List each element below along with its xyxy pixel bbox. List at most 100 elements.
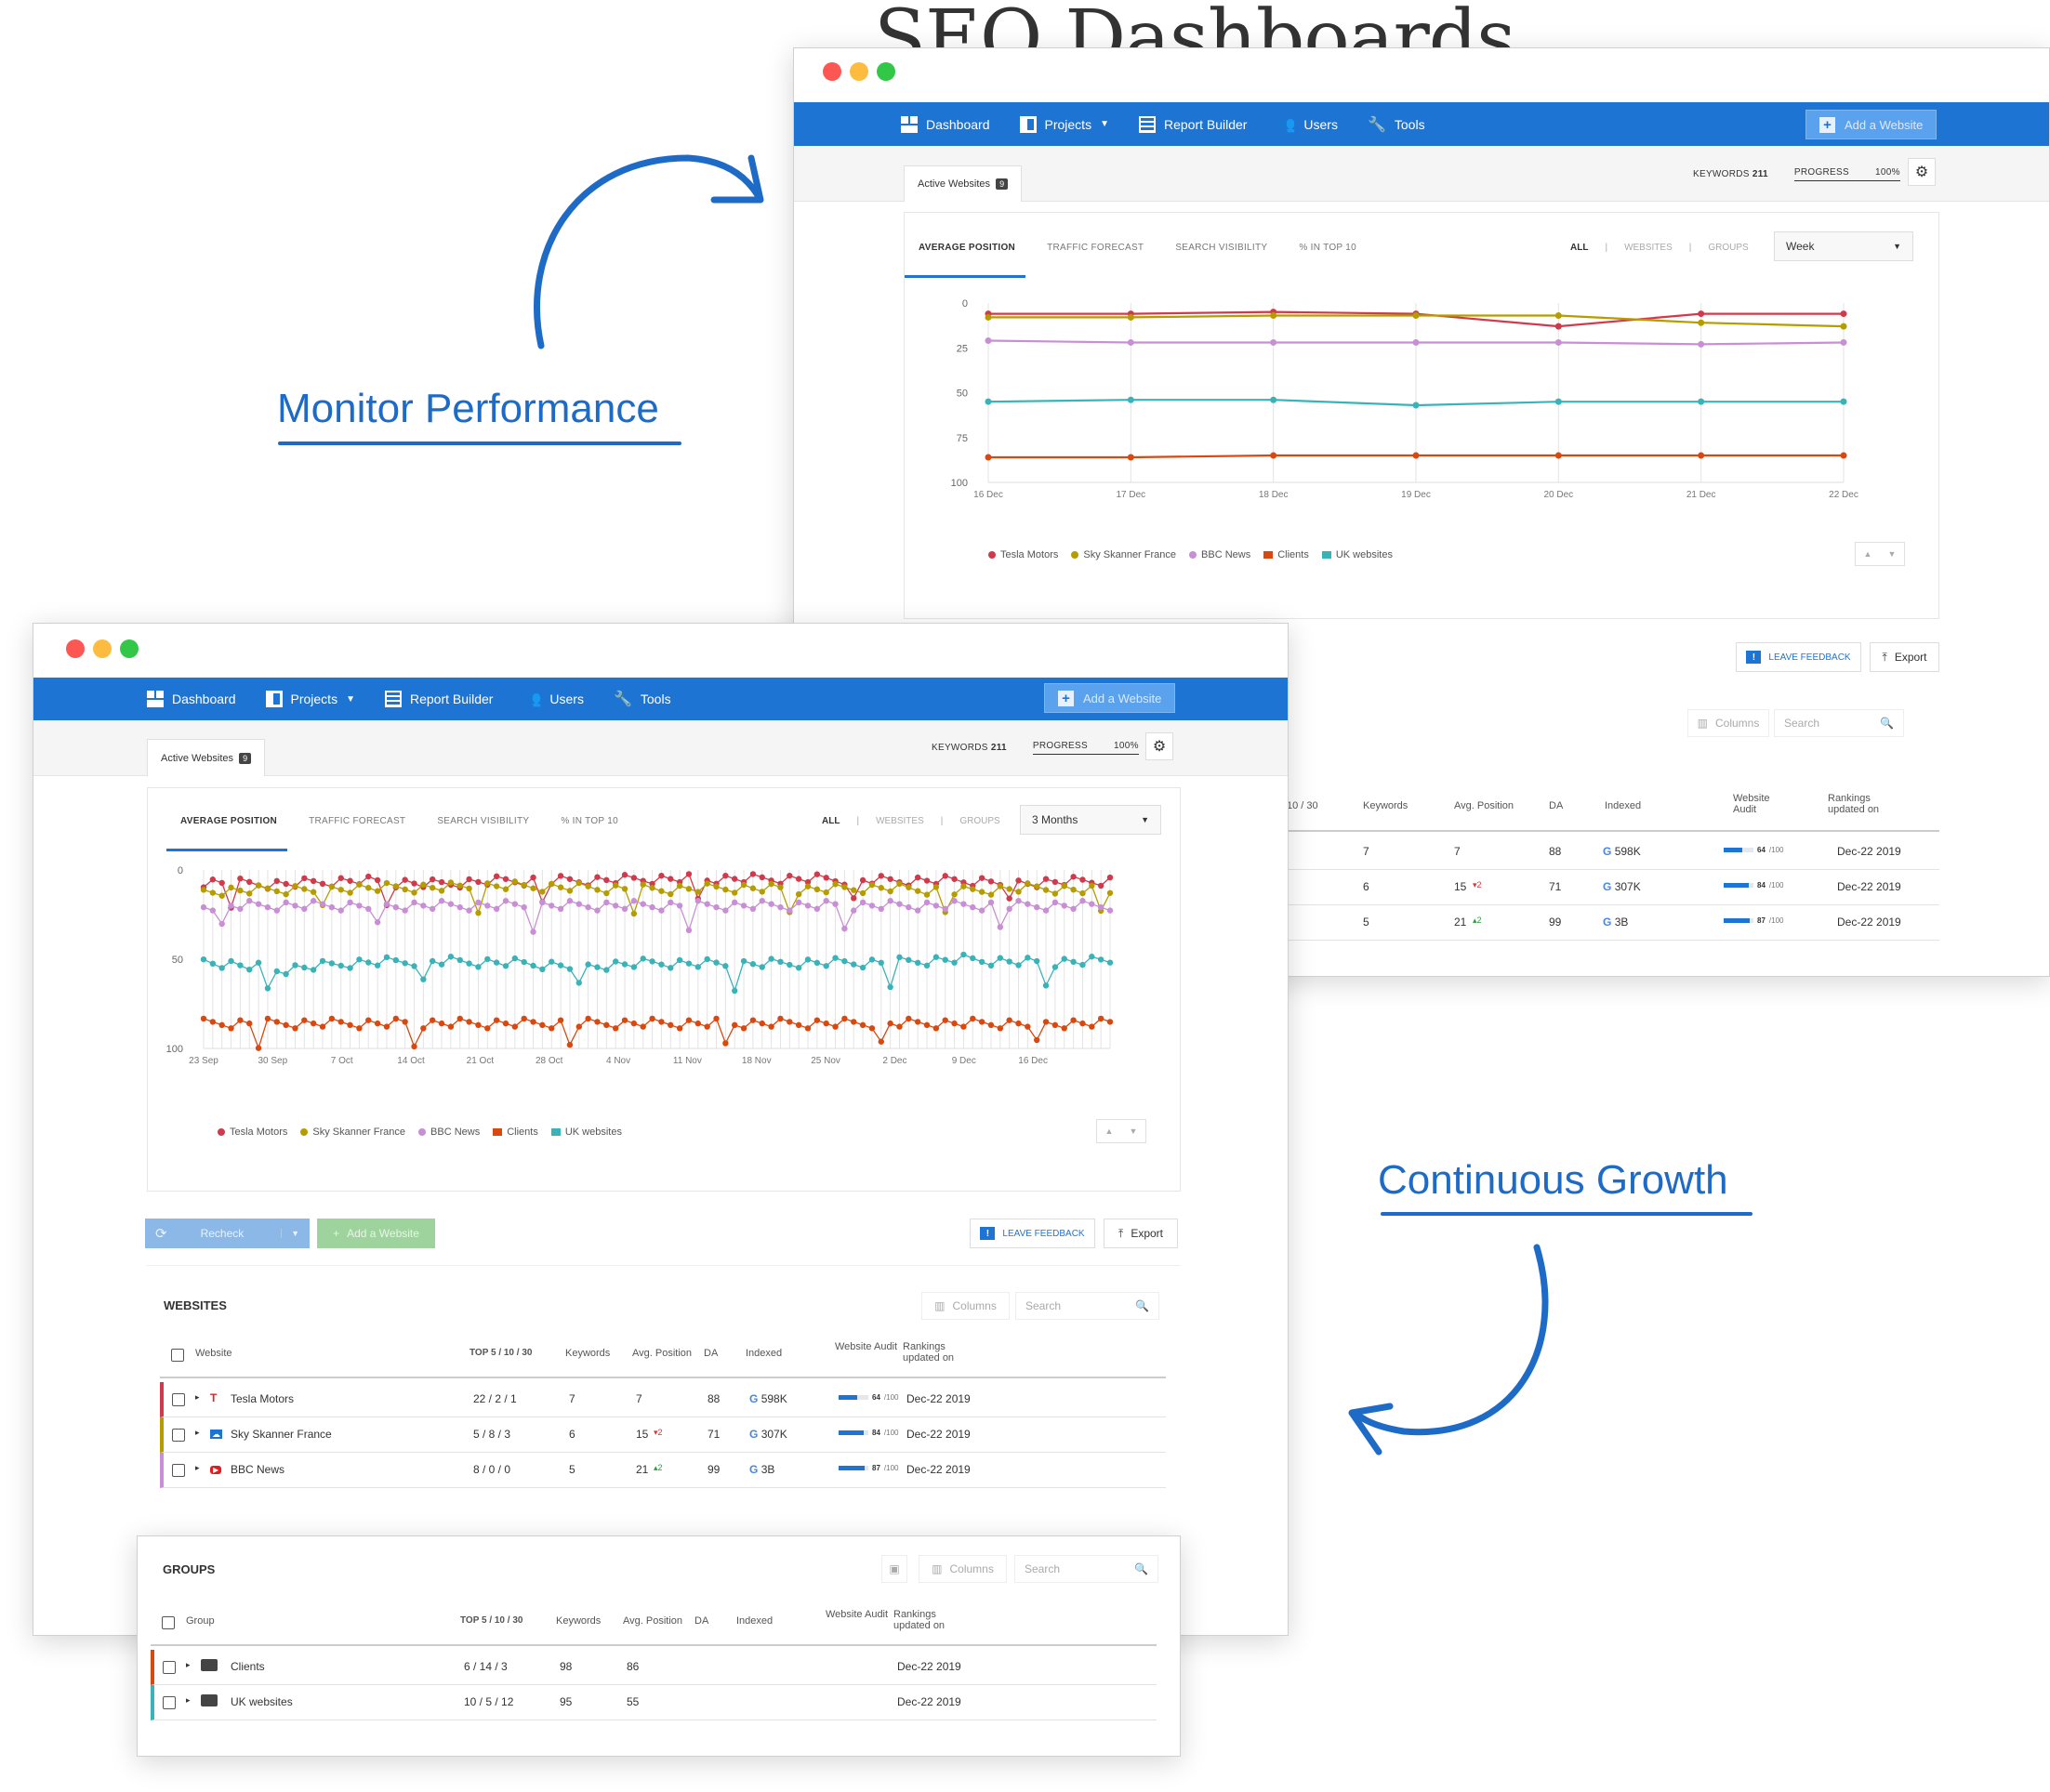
nav-dashboard[interactable]: Dashboard: [147, 691, 236, 707]
table-row[interactable]: ▸ UK websites 10 / 5 / 12 95 55 Dec-22 2019: [151, 1685, 1157, 1720]
legend-item[interactable]: Tesla Motors: [218, 1127, 287, 1138]
column-header[interactable]: 10 / 30: [1287, 800, 1318, 811]
column-header[interactable]: DA: [1549, 800, 1564, 811]
column-header-da[interactable]: DA: [694, 1615, 709, 1627]
chevron-up-icon[interactable]: ▲: [1104, 1127, 1114, 1136]
row-checkbox[interactable]: [163, 1696, 176, 1709]
tab-active-websites[interactable]: Active Websites 9: [904, 165, 1023, 202]
leave-feedback-button[interactable]: ! LEAVE FEEDBACK: [970, 1219, 1095, 1248]
nav-users[interactable]: 👥 Users: [1276, 116, 1338, 133]
filter-groups[interactable]: GROUPS: [1708, 243, 1749, 253]
legend-pager[interactable]: ▲ ▼: [1855, 542, 1905, 566]
legend-pager[interactable]: ▲ ▼: [1096, 1119, 1146, 1143]
column-header[interactable]: Keywords: [1363, 800, 1409, 811]
nav-tools[interactable]: 🔧 Tools: [1367, 116, 1425, 133]
nav-users[interactable]: 👥 Users: [522, 692, 584, 707]
columns-button[interactable]: ▥ Columns: [919, 1555, 1007, 1583]
legend-item[interactable]: UK websites: [550, 1127, 622, 1138]
table-row[interactable]: ▸ Clients 6 / 14 / 3 98 86 Dec-22 2019: [151, 1650, 1157, 1685]
settings-gear-icon[interactable]: ⚙: [1145, 732, 1173, 760]
column-header-avg[interactable]: Avg. Position: [632, 1348, 693, 1359]
expand-caret-icon[interactable]: ▸: [186, 1660, 191, 1669]
expand-caret-icon[interactable]: ▸: [186, 1695, 191, 1705]
table-row[interactable]: ▸ ☁ Sky Skanner France 5 / 8 / 3 6 15 ▾2 71 G 30…: [160, 1417, 1166, 1453]
legend-item[interactable]: Sky Skanner France: [1071, 549, 1176, 560]
tab-search-visibility[interactable]: SEARCH VISIBILITY: [1175, 243, 1268, 253]
table-row[interactable]: 7 7 88 G 598K 64/100 Dec-22 2019: [1287, 835, 1939, 870]
column-header[interactable]: Avg. Position: [1454, 800, 1514, 811]
tab-average-position[interactable]: AVERAGE POSITION: [180, 816, 278, 826]
columns-button[interactable]: ▥ Columns: [1687, 709, 1769, 737]
leave-feedback-button[interactable]: ! LEAVE FEEDBACK: [1736, 642, 1861, 672]
nav-tools[interactable]: 🔧 Tools: [613, 692, 671, 707]
column-header[interactable]: Website Audit: [1733, 793, 1770, 815]
row-checkbox[interactable]: [172, 1393, 185, 1406]
add-website-button[interactable]: + Add a Website: [1044, 683, 1176, 713]
column-header-kw[interactable]: Keywords: [565, 1348, 611, 1359]
tab-average-position[interactable]: AVERAGE POSITION: [919, 243, 1016, 253]
table-row[interactable]: 5 21 ▴2 99 G 3B 87/100 Dec-22 2019: [1287, 905, 1939, 941]
column-header-da[interactable]: DA: [704, 1348, 719, 1359]
row-name[interactable]: Clients: [231, 1660, 265, 1673]
filter-all[interactable]: ALL: [822, 816, 840, 826]
table-row[interactable]: ▸ T Tesla Motors 22 / 2 / 1 7 7 88 G 598K 64/100…: [160, 1382, 1166, 1417]
row-checkbox[interactable]: [172, 1429, 185, 1442]
legend-item[interactable]: UK websites: [1321, 549, 1393, 560]
row-name[interactable]: Sky Skanner France: [231, 1428, 332, 1441]
add-website-button[interactable]: + Add a Website: [1805, 110, 1938, 139]
expand-caret-icon[interactable]: ▸: [195, 1392, 200, 1402]
legend-item[interactable]: BBC News: [1189, 549, 1250, 560]
column-header[interactable]: Rankings updated on: [1828, 793, 1880, 815]
column-header-kw[interactable]: Keywords: [556, 1615, 602, 1627]
search-input[interactable]: Search 🔍: [1774, 709, 1904, 737]
column-header-site[interactable]: Website: [195, 1348, 232, 1359]
row-name[interactable]: Tesla Motors: [231, 1392, 295, 1405]
filter-all[interactable]: ALL: [1570, 243, 1589, 253]
tab-top10[interactable]: % IN TOP 10: [1299, 243, 1357, 253]
folder-add-icon[interactable]: ▣: [881, 1555, 907, 1583]
search-input[interactable]: Search 🔍: [1015, 1292, 1159, 1320]
legend-item[interactable]: Tesla Motors: [988, 549, 1058, 560]
nav-projects[interactable]: Projects ▼: [265, 691, 355, 707]
export-button[interactable]: ⤒ Export: [1870, 642, 1939, 672]
chevron-down-icon[interactable]: ▼: [1887, 549, 1897, 559]
legend-item[interactable]: Clients: [1263, 549, 1309, 560]
column-header-avg[interactable]: Avg. Position: [623, 1615, 683, 1627]
expand-caret-icon[interactable]: ▸: [195, 1463, 200, 1472]
column-header-upd[interactable]: Rankings updated on: [903, 1341, 955, 1364]
column-header-audit[interactable]: Website Audit: [826, 1609, 889, 1620]
column-header-audit[interactable]: Website Audit: [835, 1341, 898, 1352]
legend-item[interactable]: BBC News: [418, 1127, 480, 1138]
row-name[interactable]: BBC News: [231, 1463, 285, 1476]
tab-search-visibility[interactable]: SEARCH VISIBILITY: [437, 816, 530, 826]
search-input[interactable]: Search 🔍: [1014, 1555, 1158, 1583]
row-name[interactable]: UK websites: [231, 1695, 293, 1708]
row-checkbox[interactable]: [163, 1661, 176, 1674]
filter-websites[interactable]: WEBSITES: [1624, 243, 1673, 253]
legend-item[interactable]: Clients: [493, 1127, 538, 1138]
table-row[interactable]: 6 15 ▾2 71 G 307K 84/100 Dec-22 2019: [1287, 870, 1939, 905]
column-header-idx[interactable]: Indexed: [746, 1348, 783, 1359]
select-all-checkbox[interactable]: [162, 1616, 175, 1629]
select-all-checkbox[interactable]: [171, 1349, 184, 1362]
column-header-upd[interactable]: Rankings updated on: [893, 1609, 946, 1631]
column-header-top[interactable]: TOP 5 / 10 / 30: [470, 1348, 533, 1358]
nav-dashboard[interactable]: Dashboard: [901, 115, 990, 133]
chevron-down-icon[interactable]: ▼: [1129, 1127, 1138, 1136]
export-button[interactable]: ⤒ Export: [1104, 1219, 1178, 1248]
add-website-button-secondary[interactable]: + Add a Website: [317, 1219, 435, 1248]
period-select[interactable]: 3 Months ▼: [1020, 805, 1161, 835]
tab-top10[interactable]: % IN TOP 10: [561, 816, 619, 826]
filter-groups[interactable]: GROUPS: [959, 816, 1000, 826]
period-select[interactable]: Week ▼: [1774, 231, 1913, 261]
recheck-button[interactable]: ⟳ Recheck ▼: [145, 1219, 310, 1248]
row-checkbox[interactable]: [172, 1464, 185, 1477]
nav-report-builder[interactable]: Report Builder: [384, 691, 493, 707]
tab-active-websites[interactable]: Active Websites 9: [147, 739, 266, 776]
table-row[interactable]: ▸ ▶ BBC News 8 / 0 / 0 5 21 ▴2 99 G 3B 87/100 Dec-…: [160, 1453, 1166, 1488]
expand-caret-icon[interactable]: ▸: [195, 1428, 200, 1437]
tab-traffic-forecast[interactable]: TRAFFIC FORECAST: [1047, 243, 1144, 253]
filter-websites[interactable]: WEBSITES: [876, 816, 924, 826]
chevron-up-icon[interactable]: ▲: [1863, 549, 1872, 559]
tab-traffic-forecast[interactable]: TRAFFIC FORECAST: [309, 816, 406, 826]
